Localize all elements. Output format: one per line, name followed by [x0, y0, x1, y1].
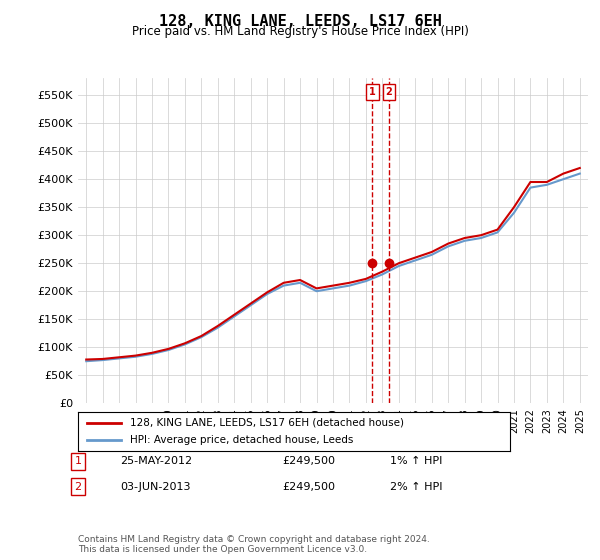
Text: £249,500: £249,500: [282, 482, 335, 492]
Text: 25-MAY-2012: 25-MAY-2012: [120, 456, 192, 466]
Text: £249,500: £249,500: [282, 456, 335, 466]
Text: 128, KING LANE, LEEDS, LS17 6EH (detached house): 128, KING LANE, LEEDS, LS17 6EH (detache…: [130, 418, 404, 428]
Text: 03-JUN-2013: 03-JUN-2013: [120, 482, 191, 492]
Text: 128, KING LANE, LEEDS, LS17 6EH: 128, KING LANE, LEEDS, LS17 6EH: [158, 14, 442, 29]
Text: Price paid vs. HM Land Registry's House Price Index (HPI): Price paid vs. HM Land Registry's House …: [131, 25, 469, 38]
Text: 1% ↑ HPI: 1% ↑ HPI: [390, 456, 442, 466]
Text: 1: 1: [74, 456, 82, 466]
Text: 2: 2: [386, 87, 392, 97]
Text: 2: 2: [74, 482, 82, 492]
Text: HPI: Average price, detached house, Leeds: HPI: Average price, detached house, Leed…: [130, 435, 353, 445]
Text: 1: 1: [369, 87, 376, 97]
Text: 2% ↑ HPI: 2% ↑ HPI: [390, 482, 443, 492]
Text: Contains HM Land Registry data © Crown copyright and database right 2024.
This d: Contains HM Land Registry data © Crown c…: [78, 535, 430, 554]
